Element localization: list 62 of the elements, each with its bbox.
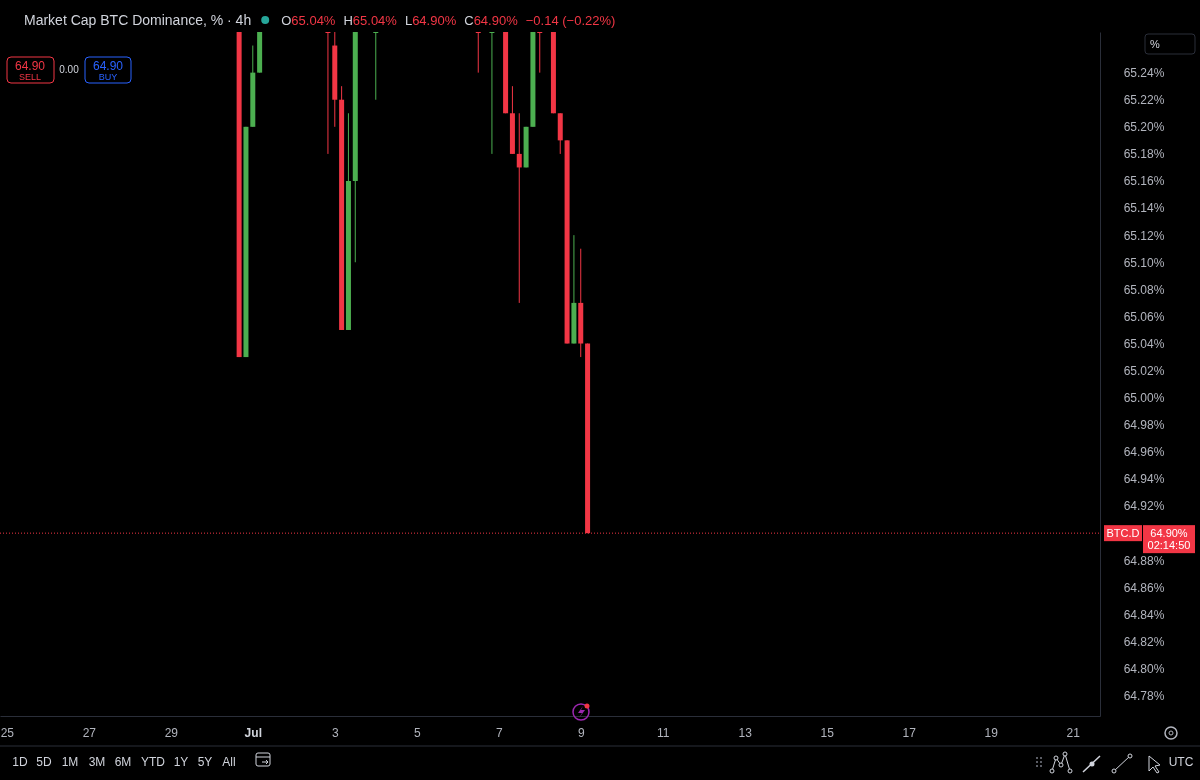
y-tick-label: 64.96%	[1123, 445, 1165, 460]
y-tick-label: 65.10%	[1123, 255, 1165, 270]
y-tick-label: 65.20%	[1123, 120, 1165, 135]
chart-title: Market Cap BTC Dominance, % · 4h	[24, 12, 252, 28]
y-tick-label: 64.82%	[1123, 634, 1165, 649]
y-tick-label: 65.16%	[1123, 174, 1165, 189]
x-tick-label: 19	[984, 725, 999, 740]
x-tick-label: 13	[738, 725, 753, 740]
x-tick-label: 3	[331, 725, 339, 740]
text: 02:14:50	[1147, 539, 1191, 552]
text: L64.90%	[404, 13, 457, 28]
text: H65.04%	[343, 13, 398, 28]
text: 64.90%	[1150, 527, 1188, 540]
y-tick-label: 65.14%	[1123, 201, 1165, 216]
text: 5D	[36, 755, 52, 769]
y-tick-label: 64.88%	[1123, 553, 1165, 568]
y-tick-label: 65.12%	[1123, 228, 1165, 243]
y-tick-label: 65.18%	[1123, 147, 1165, 162]
text: All	[222, 755, 236, 769]
x-tick-label: 29	[164, 725, 179, 740]
y-tick-label: 64.84%	[1123, 607, 1165, 622]
annotation: 0.00	[59, 64, 80, 75]
y-tick-label: 65.06%	[1123, 309, 1165, 324]
y-tick-label: 64.94%	[1123, 472, 1165, 487]
annotation: 64.90	[92, 59, 124, 73]
text: 1D	[12, 755, 28, 769]
x-tick-label: Jul	[244, 725, 262, 740]
y-tick-label: 64.92%	[1123, 499, 1165, 514]
y-tick-label: 65.04%	[1123, 336, 1165, 351]
text: UTC	[1168, 755, 1194, 769]
text: −0.14 (−0.22%)	[525, 13, 616, 28]
x-tick-label: 15	[820, 725, 835, 740]
annotation: SELL	[18, 72, 42, 82]
y-tick-label: 65.24%	[1123, 65, 1165, 80]
annotation: BUY	[98, 72, 118, 82]
y-tick-label: 64.86%	[1123, 580, 1165, 595]
x-tick-label: 5	[413, 725, 421, 740]
text: 1M	[61, 755, 79, 769]
text: %	[1150, 38, 1160, 50]
text: 3M	[88, 755, 106, 769]
y-tick-label: 65.22%	[1123, 93, 1165, 108]
text: C64.90%	[464, 13, 519, 28]
y-tick-label: 65.02%	[1123, 363, 1165, 378]
x-tick-label: 17	[902, 725, 917, 740]
x-tick-label: 25	[0, 725, 15, 740]
text: YTD	[141, 755, 166, 769]
y-tick-label: 65.00%	[1123, 391, 1165, 406]
y-tick-label: 64.78%	[1123, 689, 1165, 704]
ref-line-label: BTC.D	[1106, 527, 1140, 540]
x-tick-label: 21	[1066, 725, 1081, 740]
text: O65.04%	[281, 13, 336, 28]
x-tick-label: 27	[82, 725, 97, 740]
annotation: 64.90	[14, 59, 46, 73]
x-tick-label: 7	[495, 725, 503, 740]
text: 6M	[114, 755, 132, 769]
x-tick-label: 9	[577, 725, 585, 740]
x-tick-label: 11	[657, 725, 670, 740]
y-tick-label: 64.80%	[1123, 661, 1165, 676]
text: 5Y	[197, 755, 213, 769]
y-tick-label: 64.98%	[1123, 418, 1165, 433]
text: 1Y	[173, 755, 189, 769]
y-tick-label: 65.08%	[1123, 282, 1165, 297]
